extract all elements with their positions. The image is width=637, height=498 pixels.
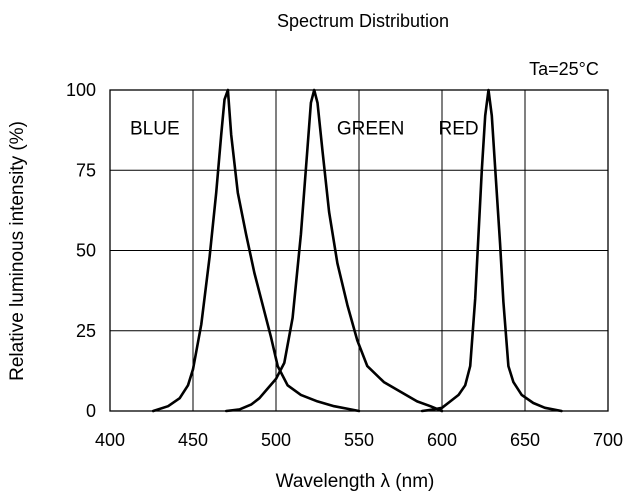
temperature-annotation: Ta=25°C: [529, 59, 599, 79]
y-axis-label: Relative luminous intensity (%): [7, 121, 28, 381]
x-tick-label: 550: [344, 430, 374, 450]
series-label-blue: BLUE: [130, 119, 180, 140]
x-tick-label: 500: [261, 430, 291, 450]
x-tick-label: 400: [95, 430, 125, 450]
series-lines: [151, 88, 563, 413]
series-line-red: [420, 88, 563, 413]
y-tick-label: 75: [76, 160, 96, 180]
x-tick-label: 600: [427, 430, 457, 450]
x-tick-label: 450: [178, 430, 208, 450]
x-axis-label: Wavelength λ (nm): [276, 471, 435, 492]
x-tick-label: 700: [593, 430, 623, 450]
series-line-green: [224, 88, 444, 413]
x-tick-label: 650: [510, 430, 540, 450]
tick-labels: 400 450 500 550 600 650 700 0 25 50 75 100: [66, 80, 623, 450]
y-tick-label: 100: [66, 80, 96, 100]
y-tick-label: 50: [76, 241, 96, 261]
chart-title: Spectrum Distribution: [277, 11, 449, 31]
series-label-green: GREEN: [337, 119, 405, 140]
series-label-red: RED: [439, 119, 479, 140]
series-line-blue: [151, 88, 361, 413]
y-tick-label: 0: [86, 401, 96, 421]
plot-frame: [109, 89, 609, 412]
y-tick-label: 25: [76, 321, 96, 341]
series-labels: BLUE GREEN RED: [130, 119, 479, 140]
